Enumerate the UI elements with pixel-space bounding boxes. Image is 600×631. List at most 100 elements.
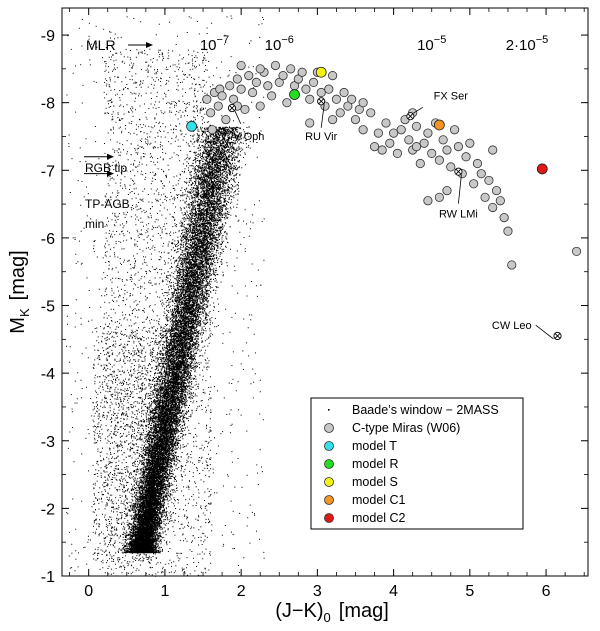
mira-point [270,60,281,71]
x-tick-label: 6 [542,583,551,600]
y-tick-label: -3 [41,434,55,451]
mira-point [328,114,338,125]
y-tick-label: -8 [41,96,55,113]
mira-point [480,192,490,202]
rgb-tip-arrow-head [107,153,114,160]
mira-point [247,87,258,98]
legend: Baade’s window − 2MASS C-type Miras (W06)… [310,397,524,530]
tp-agb-min-label: min [85,217,104,231]
x-tick-label: 5 [465,583,474,600]
mira-point [244,71,254,81]
mira-point [251,77,261,87]
mira-point [571,246,582,257]
model-points [186,66,548,175]
model-T-point [186,120,197,132]
mira-point [472,158,483,169]
legend-item: Baade’s window − 2MASS [328,403,499,417]
mira-point [499,213,509,223]
star-label: RU Vir [305,131,338,143]
mira-point [305,94,315,104]
legend-box [310,397,524,530]
mira-point [206,108,216,118]
mira-point [461,152,471,162]
mira-point [411,121,422,131]
mira-point [453,142,464,152]
star-marker-cross [407,113,414,119]
mira-point [202,94,212,104]
x-tick-label: 4 [389,583,398,600]
mlr-value: 10−5 [417,34,446,54]
baade-dot-cloud [66,15,265,577]
mira-point [442,145,452,155]
star-label: RW LMi [439,209,478,221]
y-tick-label: -6 [41,231,55,248]
legend-label: model C1 [352,493,406,507]
baade-window-dots [66,15,265,577]
mira-point [476,169,486,179]
mira-point [366,108,376,118]
mira-point [495,196,505,206]
y-tick-label: -7 [41,163,55,180]
mira-point [507,260,517,270]
legend-label: model C2 [352,511,406,525]
star-label: FX Ser [434,90,469,102]
mira-point [225,81,235,91]
mira-point [207,125,217,135]
legend-item: C-type Miras (W06) [324,421,460,435]
mira-point [305,118,315,128]
mira-point [236,60,246,71]
legend-circle-marker [324,495,334,505]
mira-point [415,158,425,169]
mira-point [358,125,368,135]
labeled-stars: V Oph RU Vir FX Ser RW LMi CW Leo [227,90,562,341]
mira-point [324,84,334,94]
mira-point [419,138,429,148]
legend-label: model R [352,457,399,471]
model-R-point [289,89,300,100]
mira-point [347,94,357,104]
mira-point [255,64,265,74]
mira-point [236,84,246,94]
star-marker-ru-vir: RU Vir [305,97,338,143]
mira-point [411,142,422,152]
mira-point [488,202,498,213]
mira-point [358,98,368,108]
mira-point [316,87,326,98]
mlr-value: 10−6 [265,34,294,54]
model-C1-point [433,119,445,131]
mira-point [423,128,433,138]
y-tick-label: -5 [41,299,55,316]
mira-point [469,179,479,189]
y-tick-label: -2 [41,501,55,518]
mira-point [282,98,292,108]
mira-point [491,185,502,196]
star-marker-rw-lmi: RW LMi [439,167,478,221]
mira-point [255,101,265,111]
mira-point [331,94,342,104]
tp-agb-arrow-head [107,170,114,177]
x-tick-label: 2 [237,583,246,600]
mlr-value: 2·10−5 [506,34,549,54]
c-type-miras [202,60,582,270]
mira-point [385,138,395,148]
rgb-tip-label: RGB tip [85,161,127,175]
mira-point [278,71,288,81]
mira-point [503,226,513,236]
star-marker-cross [318,98,324,105]
mira-point [377,145,387,155]
legend-item: model C1 [324,493,406,507]
star-label: V Oph [233,131,264,143]
mlr-value: 10−7 [200,34,229,54]
x-tick-label: 3 [313,583,322,600]
mira-point [488,145,498,155]
mira-point [404,135,414,145]
mira-point [263,81,273,91]
tp-agb-label: TP-AGB [85,197,130,211]
mlr-label: MLR [86,37,116,53]
star-leader-line [234,110,242,125]
mira-point [446,162,456,172]
mira-point [484,175,494,186]
mira-point [434,155,444,165]
